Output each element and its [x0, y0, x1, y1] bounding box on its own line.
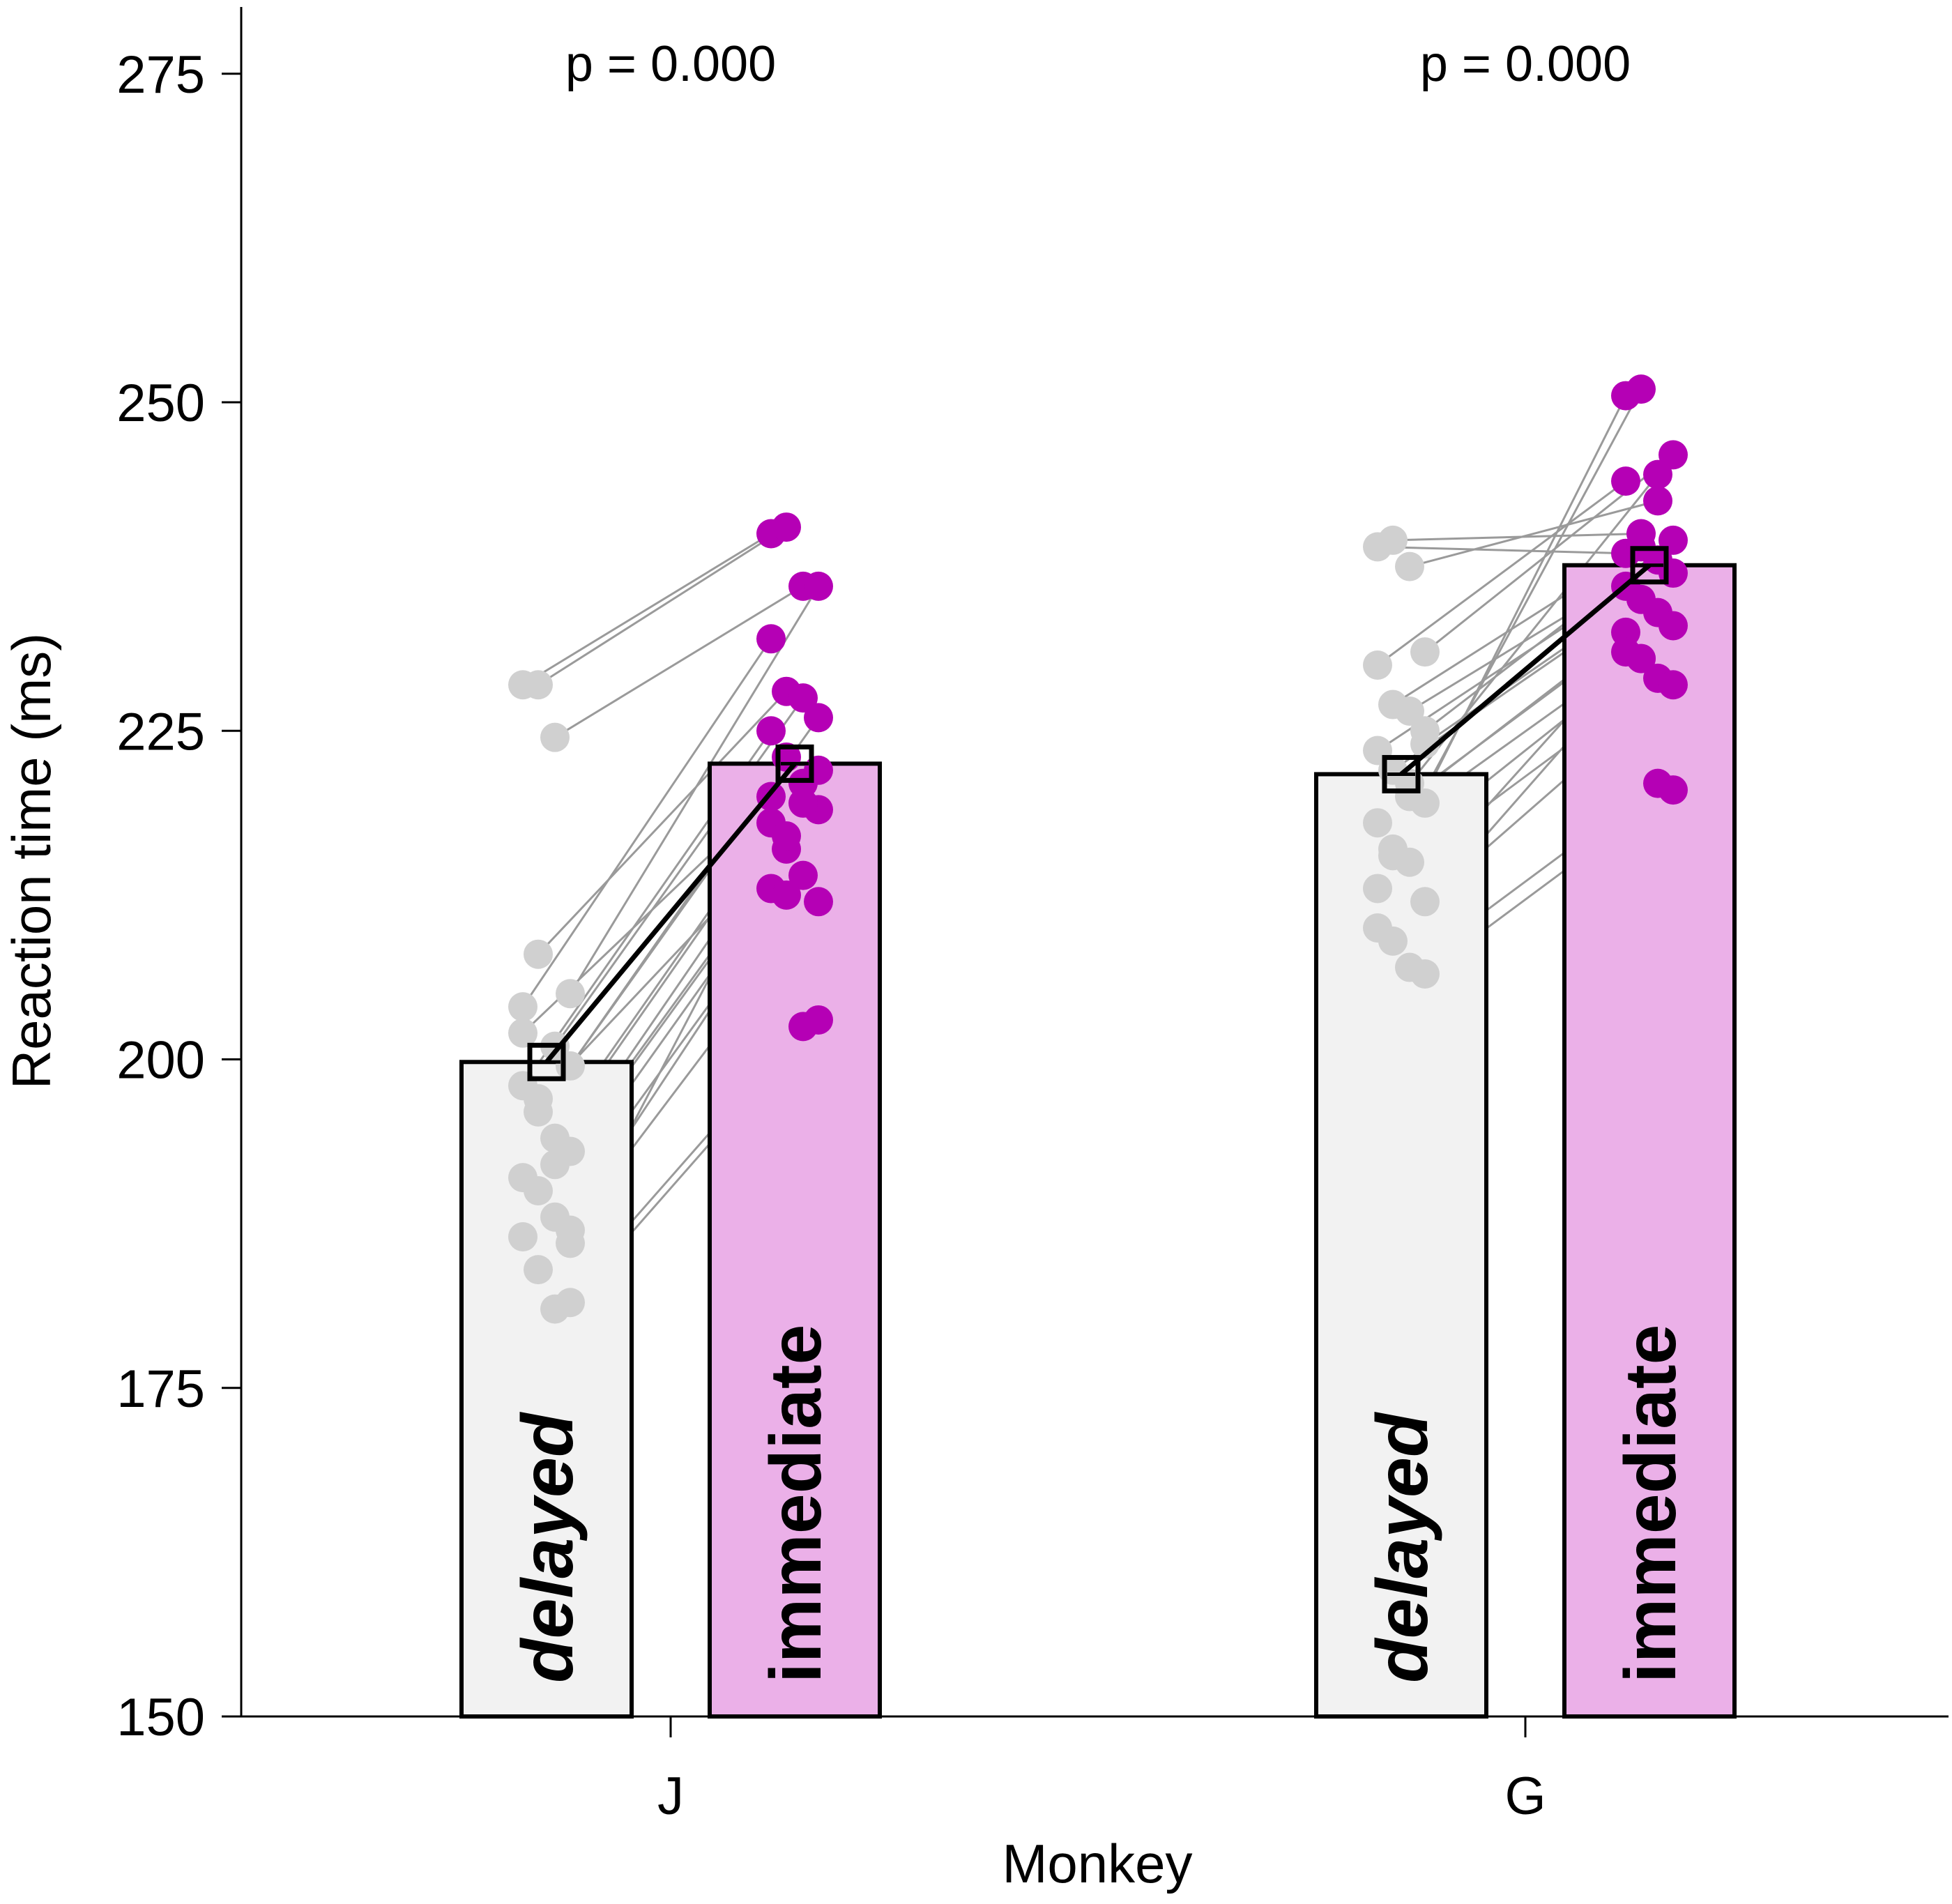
delayed-point	[1378, 525, 1408, 555]
mean-marker	[1382, 754, 1421, 793]
delayed-point	[1410, 637, 1440, 667]
immediate-point	[756, 716, 786, 746]
immediate-point	[772, 880, 801, 910]
delayed-point	[1363, 650, 1392, 680]
delayed-point	[1363, 808, 1392, 838]
immediate-point	[1659, 440, 1688, 470]
immediate-point	[804, 887, 833, 917]
y-tick-label: 275	[116, 45, 205, 105]
axes	[240, 7, 1949, 1718]
immediate-point	[1643, 486, 1672, 516]
ticks: 150 175 200 225 250 275 J G	[116, 45, 1546, 1826]
bar-label-delayed: delayed	[508, 1411, 588, 1683]
session-line	[1409, 499, 1659, 568]
immediate-point	[772, 512, 801, 542]
x-tick-label: J	[657, 1767, 684, 1826]
y-tick-label: 175	[116, 1360, 205, 1419]
session-line	[554, 697, 805, 1047]
delayed-point	[508, 992, 537, 1022]
mean-marker	[527, 1042, 566, 1081]
delayed-point	[1410, 959, 1440, 989]
session-line	[537, 526, 787, 686]
session-line	[1377, 545, 1626, 555]
delayed-point	[556, 979, 585, 1009]
delayed-point	[508, 1018, 537, 1048]
delayed-point	[508, 1221, 537, 1251]
bar-immediate-J	[708, 761, 882, 1719]
immediate-point	[788, 860, 818, 890]
delayed-point	[556, 1051, 585, 1081]
immediate-point	[804, 571, 833, 601]
immediate-point	[788, 788, 818, 818]
delayed-point	[556, 1288, 585, 1318]
delayed-point	[1363, 874, 1392, 904]
y-tick-label: 225	[116, 702, 205, 761]
p-value-annotation: p = 0.000	[565, 36, 776, 92]
y-tick-label: 250	[116, 374, 205, 433]
bar-label-delayed: delayed	[1362, 1411, 1443, 1683]
bars: delayed delayed immediate immediate	[459, 563, 1737, 1719]
mean-marker	[775, 744, 814, 783]
mean-line-G	[1399, 563, 1652, 777]
mean-marker	[1630, 546, 1669, 585]
session-points	[508, 374, 1688, 1324]
delayed-point	[524, 670, 553, 700]
delayed-point	[1378, 926, 1408, 956]
delayed-point	[1410, 887, 1440, 917]
immediate-point	[1659, 611, 1688, 641]
p-value-annotation: p = 0.000	[1420, 36, 1631, 92]
immediate-point	[1659, 670, 1688, 700]
session-line	[554, 585, 804, 738]
session-line	[522, 533, 772, 686]
x-tick-label: G	[1504, 1767, 1546, 1826]
delayed-point	[524, 1255, 553, 1285]
delayed-point	[556, 1228, 585, 1258]
delayed-point	[540, 1150, 570, 1180]
bar-label-immediate: immediate	[756, 1325, 837, 1683]
y-tick-label: 200	[116, 1031, 205, 1090]
delayed-point	[524, 939, 553, 969]
delayed-point	[1410, 716, 1440, 746]
session-line	[537, 690, 788, 955]
immediate-point	[772, 821, 801, 851]
immediate-point	[1611, 466, 1640, 496]
immediate-point	[1626, 643, 1656, 673]
y-axis-label: Reaction time (ms)	[1, 633, 62, 1089]
y-tick-label: 150	[116, 1688, 205, 1747]
labels: Monkey Reaction time (ms) p = 0.000 p = 0…	[1, 36, 1631, 1894]
immediate-point	[1626, 374, 1656, 404]
immediate-point	[1643, 459, 1672, 489]
session-line	[521, 638, 772, 1007]
delayed-point	[540, 722, 570, 752]
session-lines	[521, 388, 1674, 1310]
immediate-point	[756, 624, 786, 654]
immediate-point	[804, 703, 833, 733]
delayed-point	[524, 1084, 553, 1114]
delayed-point	[524, 1176, 553, 1205]
immediate-point	[804, 1005, 833, 1035]
mean-line-J	[544, 762, 797, 1064]
delayed-point	[1395, 696, 1424, 726]
bar-label-immediate: immediate	[1610, 1325, 1691, 1683]
session-line	[1377, 480, 1626, 667]
immediate-point	[1659, 775, 1688, 805]
delayed-point	[1410, 788, 1440, 818]
mean-layer	[527, 546, 1669, 1081]
delayed-point	[1395, 551, 1424, 581]
delayed-point	[1378, 834, 1408, 864]
x-axis-label: Monkey	[1002, 1833, 1192, 1894]
immediate-point	[788, 683, 818, 713]
session-line	[1392, 533, 1642, 542]
